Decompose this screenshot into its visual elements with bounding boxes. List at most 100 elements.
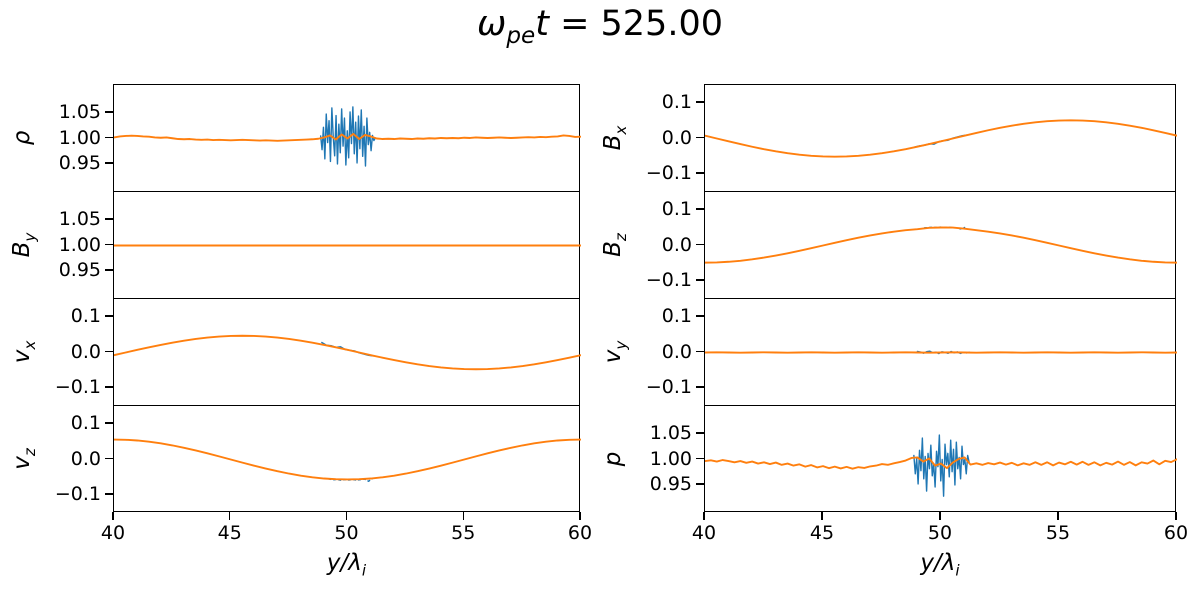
- y-tick-mark: [105, 218, 113, 220]
- x-tick-label: 40: [100, 522, 126, 544]
- plot-area: [113, 298, 581, 405]
- x-tick-label: 45: [809, 522, 835, 544]
- x-tick-mark: [229, 512, 231, 520]
- y-tick-label: −0.1: [54, 376, 101, 399]
- plot-area: [704, 84, 1177, 191]
- y-tick-label: 0.1: [661, 197, 692, 220]
- line-chart-bx: [705, 119, 1177, 158]
- y-tick-label: 0.0: [70, 340, 101, 363]
- series-smooth: [114, 438, 581, 481]
- y-tick-label: 0.1: [661, 304, 692, 327]
- y-tick-mark: [105, 136, 113, 139]
- y-tick-mark: [105, 269, 113, 271]
- y-tick-label: 1.05: [58, 208, 101, 231]
- x-tick-mark: [579, 512, 581, 520]
- x-tick-mark: [1175, 512, 1177, 520]
- line-chart-by: [114, 244, 581, 247]
- y-tick-label: 0.1: [70, 304, 101, 327]
- y-tick-mark: [105, 111, 113, 113]
- x-tick-mark: [112, 512, 114, 520]
- line-chart-vy: [705, 350, 1177, 355]
- panel-vz: vz 0.1 0.0 −0.1: [9, 405, 581, 520]
- x-tick-mark: [345, 512, 348, 520]
- plot-area: [704, 298, 1177, 405]
- y-tick-label: 1.00: [58, 126, 101, 149]
- x-axis-ticks-left: 40 45 50 55 60: [101, 514, 592, 548]
- panel-bz: Bz 0.1 0.0 −0.1: [600, 191, 1177, 298]
- y-tick-label: 1.05: [58, 101, 101, 124]
- y-tick-mark: [105, 350, 113, 353]
- x-tick-label: 60: [1163, 522, 1189, 544]
- x-axis-label-left: y/λi: [326, 550, 367, 580]
- series-smooth: [114, 334, 581, 371]
- y-tick-mark: [105, 386, 113, 388]
- series-raw: [913, 434, 970, 497]
- series-smooth: [705, 226, 1177, 264]
- y-tick-label: 0.0: [661, 340, 692, 363]
- y-tick-mark: [696, 243, 704, 246]
- series-smooth: [705, 119, 1177, 158]
- line-chart-rho: [114, 106, 581, 167]
- y-tick-label: 0.0: [70, 447, 101, 470]
- y-tick-mark: [696, 386, 704, 388]
- y-tick-mark: [696, 457, 704, 460]
- y-tick-mark: [696, 279, 704, 281]
- panel-vy: vy 0.1 0.0 −0.1: [600, 298, 1177, 405]
- y-tick-label: −0.1: [645, 162, 692, 185]
- x-tick-mark: [821, 512, 823, 520]
- y-tick-mark: [696, 208, 704, 210]
- y-tick-label: −0.1: [645, 269, 692, 292]
- x-tick-label: 45: [217, 522, 242, 544]
- figure-title: ωpet = 525.00: [0, 4, 1200, 49]
- y-tick-label: 1.05: [649, 422, 692, 445]
- plot-area: [113, 191, 581, 298]
- y-tick-label: 0.1: [70, 411, 101, 434]
- y-tick-label: 1.00: [649, 447, 692, 470]
- x-tick-mark: [462, 512, 464, 520]
- y-tick-mark: [105, 422, 113, 424]
- x-tick-label: 55: [451, 522, 476, 544]
- x-axis-label-right: y/λi: [920, 550, 960, 580]
- line-chart-bz: [705, 226, 1177, 264]
- x-tick-label: 60: [567, 522, 593, 544]
- y-tick-label: 0.0: [661, 126, 692, 149]
- y-tick-mark: [696, 432, 704, 434]
- y-tick-label: −0.1: [54, 483, 101, 506]
- panel-p: p 1.05 1.00 0.95: [600, 405, 1177, 520]
- y-tick-label: 0.0: [661, 233, 692, 256]
- y-tick-mark: [105, 493, 113, 495]
- panel-vx: vx 0.1 0.0 −0.1: [9, 298, 581, 405]
- y-tick-label: 1.00: [58, 233, 101, 256]
- y-tick-mark: [105, 162, 113, 164]
- plot-area: [704, 405, 1177, 512]
- series-smooth: [114, 132, 581, 142]
- x-tick-mark: [939, 512, 941, 520]
- y-tick-label: 0.95: [58, 258, 101, 281]
- plot-area: [704, 191, 1177, 298]
- y-tick-label: 0.95: [58, 151, 101, 174]
- line-chart-vz: [114, 438, 581, 482]
- y-tick-mark: [696, 483, 704, 485]
- x-tick-mark: [703, 512, 705, 520]
- x-tick-label: 55: [1045, 522, 1071, 544]
- y-tick-mark: [105, 457, 113, 460]
- series-smooth: [705, 456, 1177, 470]
- x-tick-label: 50: [334, 522, 359, 544]
- line-chart-vx: [114, 334, 581, 371]
- panel-by: By 1.05 1.00 0.95: [9, 191, 581, 298]
- title-omega-subscript: pe: [506, 23, 536, 49]
- panel-rho: ρ 1.05 1.00 0.95: [9, 84, 581, 191]
- x-tick-label: 50: [927, 522, 953, 544]
- y-tick-mark: [105, 243, 113, 246]
- y-tick-label: −0.1: [645, 376, 692, 399]
- y-tick-label: 0.1: [661, 90, 692, 113]
- title-variable: t: [535, 4, 549, 44]
- line-chart-p: [705, 434, 1177, 497]
- y-tick-mark: [696, 172, 704, 174]
- x-axis-ticks-right: 40 45 50 55 60: [692, 514, 1188, 548]
- x-tick-mark: [1057, 512, 1059, 520]
- panel-bx: Bx 0.1 0.0 −0.1: [600, 84, 1177, 191]
- title-value: = 525.00: [548, 4, 723, 44]
- plot-area: [113, 405, 581, 512]
